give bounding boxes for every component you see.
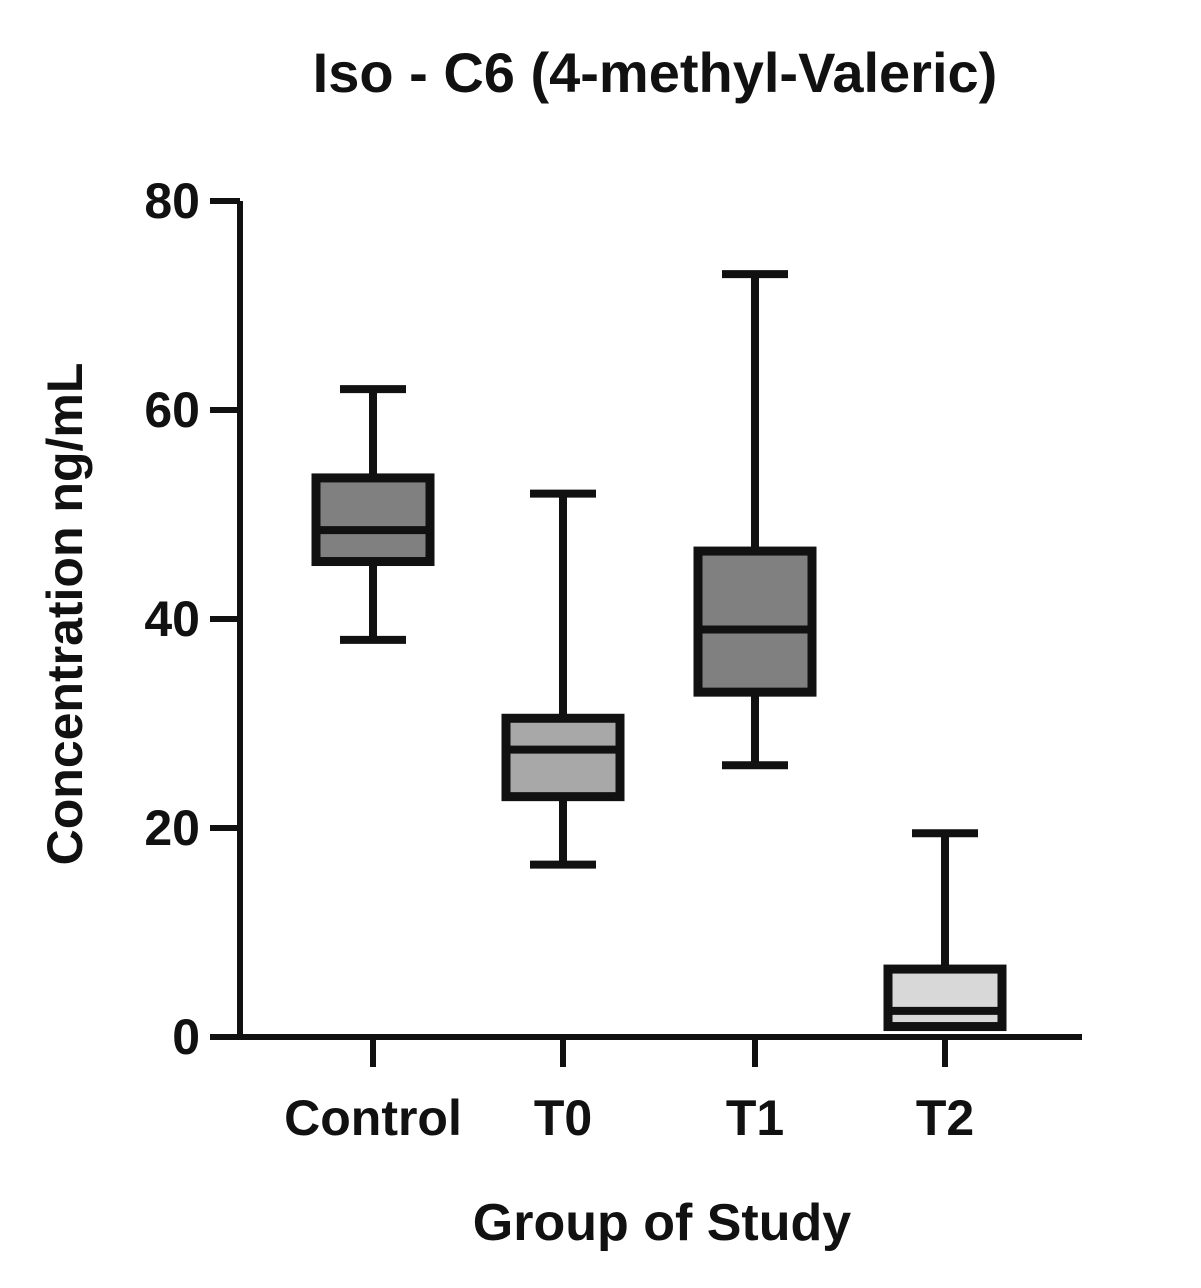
x-tick-label-t2: T2 xyxy=(916,1090,974,1146)
x-tick-label-t0: T0 xyxy=(534,1090,592,1146)
box-t2 xyxy=(883,964,1007,1032)
y-axis-label: Concentration ng/mL xyxy=(37,363,93,866)
box-t1 xyxy=(693,546,817,697)
chart-title: Iso - C6 (4-methyl-Valeric) xyxy=(313,41,998,104)
y-tick-label-0: 0 xyxy=(172,1009,200,1065)
y-tick-label-80: 80 xyxy=(144,173,200,229)
y-tick-label-40: 40 xyxy=(144,591,200,647)
x-axis-label: Group of Study xyxy=(473,1194,851,1252)
plot-area: 0 20 40 60 80 Control T0 T1 T2 xyxy=(144,173,1082,1146)
x-tick-label-t1: T1 xyxy=(726,1090,784,1146)
x-tick-label-control: Control xyxy=(284,1090,462,1146)
y-tick-label-60: 60 xyxy=(144,382,200,438)
box-control xyxy=(311,473,435,567)
y-tick-label-20: 20 xyxy=(144,800,200,856)
box-t0 xyxy=(501,713,625,802)
